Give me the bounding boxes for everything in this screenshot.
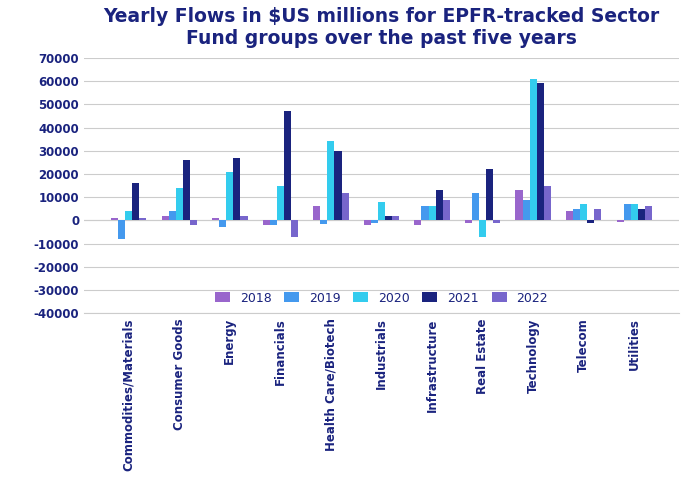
Bar [342,192,349,220]
Bar [162,216,169,220]
Bar [111,218,118,220]
Bar [125,211,132,220]
Bar [392,216,399,220]
Bar [435,190,442,220]
Bar [335,151,342,220]
Bar [414,220,421,225]
Bar [190,220,197,225]
Bar [472,192,479,220]
Bar [537,83,544,220]
Bar [428,206,435,220]
Bar [631,204,638,220]
Bar [494,220,500,223]
Bar [465,220,472,223]
Bar [233,158,241,220]
Bar [364,220,371,225]
Bar [617,220,624,222]
Bar [573,209,580,220]
Bar [270,220,277,225]
Bar [421,206,428,220]
Bar [226,172,233,220]
Bar [594,209,601,220]
Bar [277,186,284,220]
Bar [522,200,530,220]
Bar [530,79,537,220]
Title: Yearly Flows in $US millions for EPFR-tracked Sector
Fund groups over the past f: Yearly Flows in $US millions for EPFR-tr… [104,7,659,48]
Bar [314,206,321,220]
Bar [212,218,219,220]
Bar [176,188,183,220]
Bar [580,204,587,220]
Bar [328,141,335,220]
Bar [371,220,378,223]
Bar [118,220,125,239]
Bar [169,211,176,220]
Bar [587,220,594,223]
Bar [378,202,385,220]
Bar [321,220,328,224]
Bar [139,218,146,220]
Bar [284,111,291,220]
Bar [515,190,522,220]
Bar [566,211,573,220]
Bar [479,220,486,237]
Bar [132,183,139,220]
Bar [262,220,270,225]
Bar [385,216,392,220]
Bar [486,169,493,220]
Bar [544,186,551,220]
Legend: 2018, 2019, 2020, 2021, 2022: 2018, 2019, 2020, 2021, 2022 [210,287,553,309]
Bar [241,216,248,220]
Bar [645,206,652,220]
Bar [638,209,645,220]
Bar [291,220,298,237]
Bar [183,160,190,220]
Bar [219,220,226,228]
Bar [624,204,631,220]
Bar [442,200,449,220]
